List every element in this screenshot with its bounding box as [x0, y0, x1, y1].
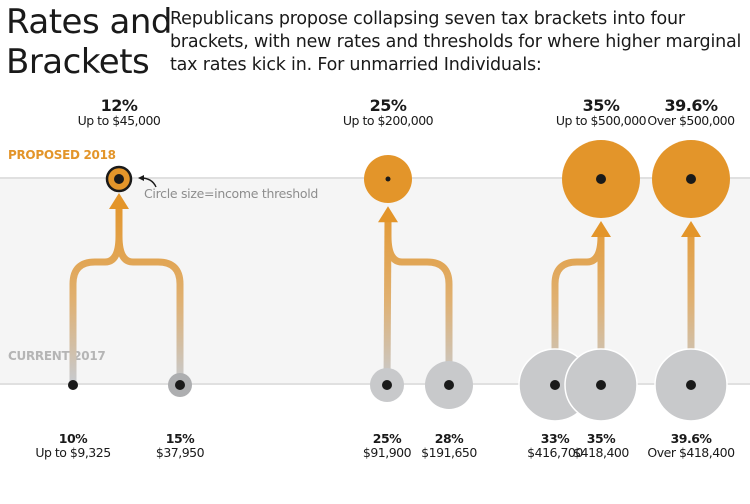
- proposed-rate: 39.6%: [664, 96, 718, 115]
- current-threshold: $91,900: [362, 445, 412, 460]
- title-line-1: Rates and: [6, 2, 172, 42]
- current-rate: 10%: [58, 431, 88, 446]
- proposed-row-label: PROPOSED 2018: [8, 148, 116, 162]
- current-rate: 25%: [372, 431, 402, 446]
- intro-line-1: Republicans propose collapsing seven tax…: [170, 9, 685, 29]
- flow-line: [69, 205, 123, 385]
- current-bracket-label: 15% $37,950: [155, 431, 205, 460]
- proposed-bracket-label: 12% Up to $45,000: [78, 98, 161, 128]
- flow-line: [384, 218, 453, 385]
- current-bracket-label: 35% $418,400: [573, 432, 629, 460]
- flow-line: [115, 205, 184, 385]
- current-center-dot: [686, 380, 696, 390]
- current-rate: 35%: [586, 431, 616, 446]
- current-bracket-label: 28% $191,650: [421, 432, 477, 460]
- current-rate: 28%: [434, 431, 464, 446]
- current-center-dot: [444, 380, 454, 390]
- proposed-bracket-label: 39.6% Over $500,000: [647, 96, 735, 128]
- current-threshold: $416,700: [527, 445, 583, 460]
- title-line-2: Brackets: [6, 42, 150, 82]
- current-threshold: $191,650: [421, 445, 477, 460]
- intro-line-2: brackets, with new rates and thresholds …: [170, 32, 742, 52]
- proposed-threshold: Over $500,000: [647, 113, 735, 128]
- arrow-head-icon: [591, 221, 611, 237]
- current-rate: 39.6%: [670, 431, 712, 446]
- circle-size-note: Circle size=income threshold: [144, 186, 319, 201]
- current-center-dot: [596, 380, 606, 390]
- current-rate: 33%: [540, 431, 570, 446]
- proposed-center-dot: [114, 174, 124, 184]
- intro-text: Republicans propose collapsing seven tax…: [170, 8, 750, 77]
- current-bracket-label: 33% $416,700: [527, 432, 583, 460]
- legend-pointer-icon: [138, 175, 157, 188]
- intro-line-3: tax rates kick in. For unmarried Individ…: [170, 55, 542, 75]
- proposed-rate: 35%: [582, 96, 620, 115]
- current-center-dot: [382, 380, 392, 390]
- arrow-head-icon: [681, 221, 701, 237]
- current-circles: [68, 348, 728, 422]
- current-center-dot: [175, 380, 185, 390]
- proposed-threshold: Up to $200,000: [342, 113, 434, 128]
- arrow-head-icon: [378, 206, 398, 223]
- current-row-label: CURRENT 2017: [8, 349, 106, 363]
- transition-band: [0, 177, 750, 385]
- arrow-head-icon: [109, 193, 129, 209]
- current-threshold: Up to $9,325: [35, 445, 111, 460]
- current-bracket-label: 10% Up to $9,325: [35, 431, 111, 460]
- current-threshold: Over $418,400: [647, 445, 735, 460]
- proposed-threshold: Up to $45,000: [77, 113, 161, 128]
- current-rate: 15%: [165, 431, 195, 446]
- proposed-circles: [105, 140, 730, 218]
- proposed-rate: 25%: [369, 96, 407, 115]
- current-threshold: $37,950: [155, 445, 205, 460]
- proposed-center-dot: [385, 176, 391, 182]
- current-bracket-label: 25% $91,900: [362, 431, 412, 460]
- proposed-center-dot: [596, 174, 606, 184]
- proposed-rate: 12%: [100, 96, 138, 115]
- proposed-bracket-label: 35% Up to $500,000: [555, 96, 647, 128]
- current-bracket-label: 39.6% Over $418,400: [647, 431, 735, 460]
- current-center-dot: [550, 380, 560, 390]
- proposed-bracket-label: 25% Up to $200,000: [342, 96, 434, 128]
- current-threshold: $418,400: [573, 445, 629, 460]
- proposed-threshold: Up to $500,000: [555, 113, 647, 128]
- proposed-center-dot: [686, 174, 696, 184]
- chart-title: Rates and Brackets: [6, 2, 172, 82]
- current-center-dot: [68, 380, 78, 390]
